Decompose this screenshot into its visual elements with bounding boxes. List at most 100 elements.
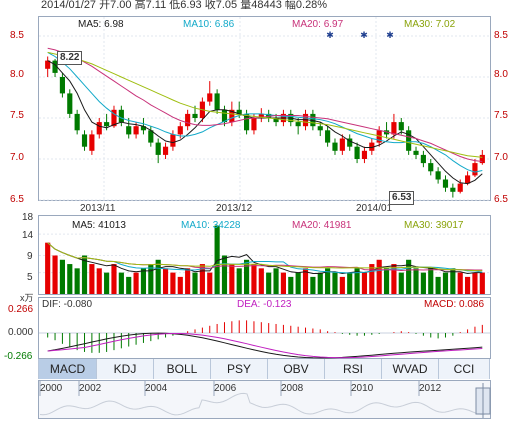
high-label: 高 [134, 0, 146, 11]
candle-body [207, 93, 213, 102]
volume-bar [442, 272, 449, 294]
vol-ytick-1: 14 [22, 230, 34, 241]
candle-body [325, 130, 331, 143]
volume-panel-frame [38, 215, 491, 295]
price-ma20-value: 6.97 [323, 19, 344, 30]
volume-bar [207, 272, 213, 294]
price-ma10-value: 6.86 [214, 19, 235, 30]
volume-ma10-line [47, 242, 483, 274]
volume-bar [133, 272, 139, 294]
candle-body [155, 142, 161, 155]
overview-year-0: 2000 [40, 383, 63, 394]
volume-bar [45, 242, 51, 294]
macd-dif-label: DIF: [42, 299, 61, 310]
candle-body [74, 113, 80, 131]
overview-year-5: 2010 [351, 383, 374, 394]
vol-ytick-2: 9 [27, 251, 33, 262]
volume-bar [413, 268, 419, 294]
candle-body [435, 171, 441, 180]
price-ma10-line [47, 51, 483, 173]
candle-body [354, 146, 360, 159]
tab-wvad[interactable]: WVAD [382, 359, 439, 379]
volume-bar [339, 276, 345, 294]
volume-bar [155, 259, 161, 294]
candle-body [177, 126, 183, 135]
volume-bar [472, 272, 478, 294]
volume-bar [96, 268, 102, 294]
tab-kdj[interactable]: KDJ [97, 359, 154, 379]
volume-bar [383, 268, 390, 294]
candle-body [133, 126, 139, 135]
price-ma5-label: MA5: [78, 19, 102, 30]
candle-body [398, 122, 404, 131]
price-ytick-left-4: 6.5 [10, 194, 24, 205]
candle-body [244, 113, 250, 131]
candle-body [332, 142, 338, 151]
volume-bar [177, 276, 183, 294]
price-ma20: MA20: 6.97 [292, 19, 343, 31]
tab-psy[interactable]: PSY [211, 359, 268, 379]
max-price-callout: 8.22 [57, 51, 83, 65]
volume-bar [236, 268, 242, 294]
overview-year-2: 2004 [145, 383, 168, 394]
volume-bar [89, 264, 95, 294]
volume-bar [273, 268, 279, 294]
volume-bar [347, 272, 353, 294]
candle-body [126, 126, 132, 135]
volume-value: 48443 [251, 0, 282, 11]
macd-dif: DIF: -0.080 [42, 299, 92, 311]
macd-macd-label: MACD: [424, 299, 457, 310]
volume-bar [59, 259, 65, 294]
price-ma10-label: MA10: [183, 19, 212, 30]
vol-ma20: MA20: 41981 [292, 220, 352, 232]
volume-ma30-line [47, 242, 483, 272]
volume-bar [332, 272, 338, 294]
low-value: 6.93 [180, 0, 202, 11]
volume-bar [170, 272, 176, 294]
candle-body [81, 134, 88, 147]
volume-bar [266, 272, 272, 294]
volume-bar [67, 264, 73, 294]
volume-bar [258, 268, 264, 294]
volume-bar [148, 264, 154, 294]
candle-body [472, 163, 478, 176]
candle-body [229, 109, 235, 123]
candle-body [339, 138, 345, 151]
price-ma30-label: MA30: [404, 19, 433, 30]
candle-body [442, 179, 449, 188]
volume-bar [295, 272, 301, 294]
price-xtick-1: 2013/12 [216, 203, 253, 214]
price-xtick-2: 2014/01 [356, 203, 393, 214]
price-ma20-label: MA20: [292, 19, 321, 30]
tab-cci[interactable]: CCI [439, 359, 489, 379]
volume-bar [354, 268, 360, 294]
vol-ma30-label: MA30: [404, 220, 433, 231]
volume-bar [420, 272, 426, 294]
overview-frame[interactable] [38, 380, 491, 419]
overview-year-6: 2012 [419, 383, 442, 394]
price-ma30-line [47, 51, 483, 158]
candle-body [273, 118, 279, 123]
volume-bar [398, 272, 404, 294]
volume-bar [126, 276, 132, 294]
candle-body [89, 134, 95, 151]
candle-body [251, 118, 257, 131]
volume-bar [104, 272, 110, 294]
macd-dea: DEA: -0.123 [237, 299, 291, 311]
tab-macd[interactable]: MACD [39, 359, 97, 379]
overview-line [39, 392, 488, 416]
tab-rsi[interactable]: RSI [325, 359, 382, 379]
price-xtick-0: 2013/11 [80, 203, 116, 214]
volume-bar [450, 268, 456, 294]
candle-body [361, 150, 368, 159]
candle-body [428, 163, 434, 172]
tab-obv[interactable]: OBV [268, 359, 325, 379]
tab-boll[interactable]: BOLL [154, 359, 211, 379]
volume-bar [325, 268, 331, 294]
candle-body [295, 122, 301, 127]
macd-dea-value: -0.123 [263, 299, 292, 310]
macd-value: MACD: 0.086 [424, 299, 484, 311]
open-label: 开 [99, 0, 111, 11]
vol-ma10-value: 34228 [212, 220, 241, 231]
